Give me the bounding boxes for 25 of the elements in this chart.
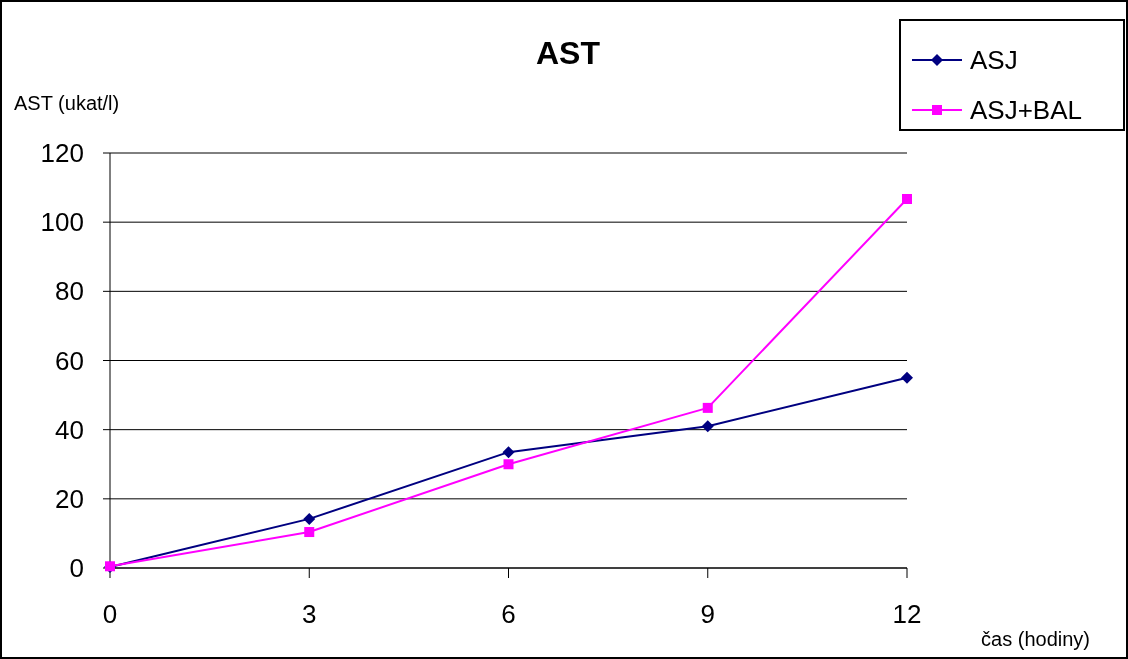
y-tick-label: 60 <box>55 345 84 376</box>
y-tick-label: 20 <box>55 483 84 514</box>
x-tick-label: 6 <box>501 599 516 629</box>
y-tick-label: 0 <box>69 553 84 583</box>
y-tick-label: 100 <box>40 207 84 238</box>
legend-label: ASJ+BAL <box>970 95 1083 125</box>
point <box>701 420 714 433</box>
y-tick-label: 120 <box>40 138 84 168</box>
chart-title: AST <box>536 35 601 71</box>
point <box>902 194 912 204</box>
point <box>702 402 713 413</box>
y-tick-label: 80 <box>55 276 84 307</box>
point <box>304 527 315 538</box>
point <box>503 459 514 470</box>
x-tick-label: 9 <box>700 599 715 629</box>
legend-label: ASJ <box>970 45 1018 75</box>
x-tick-label: 12 <box>892 599 922 629</box>
point <box>303 512 316 525</box>
y-axis-title: AST (ukat/l) <box>14 92 120 114</box>
x-tick-label: 0 <box>102 599 118 629</box>
x-tick-label: 3 <box>302 599 317 629</box>
point <box>502 446 515 459</box>
y-tick-label: 40 <box>55 414 84 445</box>
x-axis-title: čas (hodiny) <box>981 628 1090 650</box>
point <box>901 371 913 384</box>
